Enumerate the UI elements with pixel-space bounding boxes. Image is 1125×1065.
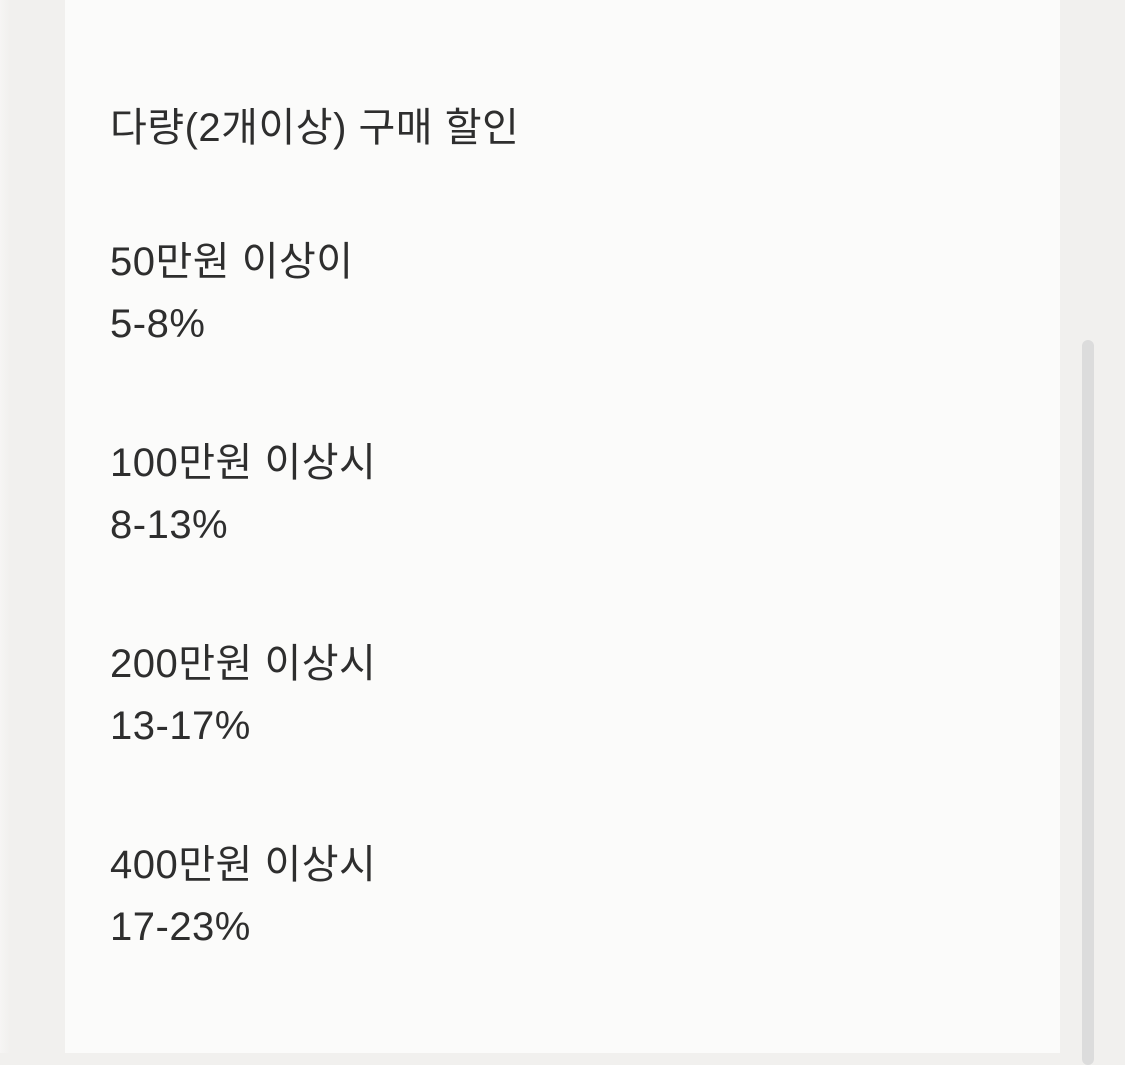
tier-3-condition: 200만원 이상시 <box>110 641 377 686</box>
blank-line <box>110 760 1060 827</box>
notice-scroll-area[interactable]: 다량(2개이상) 구매 할인 50만원 이상이 5-8% 100만원 이상시 8… <box>65 0 1060 1053</box>
tier-4-discount: 17-23% <box>110 905 251 949</box>
tier-2-condition: 100만원 이상시 <box>110 440 377 485</box>
tier-3-discount: 13-17% <box>110 704 251 748</box>
blank-line <box>110 358 1060 425</box>
tier-1-condition: 50만원 이상이 <box>110 239 354 284</box>
scrollbar-thumb[interactable] <box>1082 340 1094 1065</box>
blank-line <box>110 157 1060 224</box>
notice-text-block: 다량(2개이상) 구매 할인 50만원 이상이 5-8% 100만원 이상시 8… <box>65 0 1060 961</box>
notice-title: 다량(2개이상) 구매 할인 <box>110 105 520 150</box>
tier-1-discount: 5-8% <box>110 302 206 346</box>
blank-line <box>110 559 1060 626</box>
tier-2-discount: 8-13% <box>110 503 229 547</box>
tier-4-condition: 400만원 이상시 <box>110 842 377 887</box>
